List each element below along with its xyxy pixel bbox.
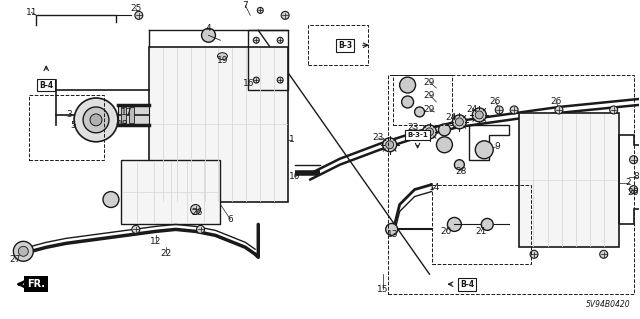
Text: 14: 14: [429, 183, 440, 192]
Text: 29: 29: [424, 106, 435, 115]
Text: 25: 25: [130, 4, 141, 13]
Text: 13: 13: [387, 230, 399, 239]
Circle shape: [83, 107, 109, 133]
Text: 2: 2: [626, 178, 632, 187]
Bar: [519, 113, 619, 247]
Circle shape: [383, 138, 397, 152]
Text: 10: 10: [289, 172, 301, 181]
Circle shape: [399, 77, 415, 93]
Text: 18: 18: [117, 120, 129, 130]
Text: 21: 21: [476, 227, 487, 236]
Bar: [431, 185, 531, 264]
Circle shape: [456, 118, 463, 126]
Text: 17: 17: [121, 108, 132, 117]
Circle shape: [132, 226, 140, 234]
Circle shape: [447, 218, 461, 231]
Text: B-3-1: B-3-1: [407, 132, 428, 138]
Circle shape: [386, 223, 397, 235]
Circle shape: [600, 250, 608, 258]
Circle shape: [454, 160, 465, 170]
Text: 29: 29: [424, 78, 435, 86]
Text: 20: 20: [441, 227, 452, 236]
Bar: [121, 107, 126, 123]
Text: 12: 12: [150, 237, 161, 246]
Circle shape: [253, 77, 259, 83]
Text: 5: 5: [70, 121, 76, 130]
Text: 3: 3: [67, 110, 72, 119]
Text: 27: 27: [10, 255, 21, 264]
Circle shape: [415, 107, 424, 117]
Circle shape: [472, 108, 486, 122]
Text: B-4: B-4: [39, 80, 53, 90]
Text: 29: 29: [424, 91, 435, 100]
Circle shape: [277, 37, 283, 43]
Circle shape: [436, 137, 452, 153]
Text: 23: 23: [372, 133, 383, 142]
Circle shape: [257, 7, 263, 13]
Text: 24: 24: [467, 106, 478, 115]
Circle shape: [135, 11, 143, 19]
Text: 26: 26: [191, 208, 202, 217]
Text: 8: 8: [634, 172, 639, 181]
Bar: [129, 107, 134, 123]
Circle shape: [426, 128, 433, 136]
Circle shape: [510, 106, 518, 114]
Text: 24: 24: [446, 113, 457, 122]
Circle shape: [90, 114, 102, 126]
Circle shape: [476, 141, 493, 159]
Text: 22: 22: [160, 249, 172, 258]
Circle shape: [74, 98, 118, 142]
Circle shape: [202, 28, 216, 42]
Circle shape: [495, 106, 503, 114]
Bar: [148, 47, 288, 202]
Circle shape: [476, 111, 483, 119]
Text: 7: 7: [243, 1, 248, 10]
Bar: [388, 75, 634, 294]
Circle shape: [422, 125, 436, 139]
Text: 19: 19: [217, 56, 228, 65]
Text: FR.: FR.: [28, 279, 45, 289]
Text: 26: 26: [627, 188, 638, 197]
Circle shape: [196, 226, 205, 234]
Circle shape: [530, 250, 538, 258]
Circle shape: [253, 37, 259, 43]
Bar: [393, 75, 452, 125]
Text: 26: 26: [490, 98, 501, 107]
Ellipse shape: [218, 53, 227, 60]
Circle shape: [630, 186, 637, 194]
Bar: [308, 25, 368, 65]
Circle shape: [191, 204, 200, 214]
Circle shape: [103, 192, 119, 207]
Circle shape: [555, 106, 563, 114]
Bar: [118, 105, 148, 125]
Text: B-3: B-3: [338, 41, 352, 50]
Circle shape: [481, 219, 493, 230]
Text: 6: 6: [228, 215, 233, 224]
Text: B-4: B-4: [460, 280, 474, 289]
Circle shape: [19, 246, 28, 256]
Circle shape: [630, 156, 637, 164]
Text: 11: 11: [26, 8, 37, 17]
Circle shape: [277, 77, 283, 83]
Circle shape: [13, 241, 33, 261]
Text: 23: 23: [407, 123, 419, 132]
Text: 4: 4: [205, 24, 211, 33]
Text: 5V94B0420: 5V94B0420: [586, 300, 630, 309]
Text: 15: 15: [377, 285, 388, 293]
Text: 16: 16: [243, 78, 254, 87]
Text: 28: 28: [456, 167, 467, 176]
Text: 1: 1: [289, 135, 295, 144]
Text: 26: 26: [550, 98, 562, 107]
Circle shape: [610, 106, 618, 114]
Circle shape: [438, 124, 451, 136]
Circle shape: [402, 96, 413, 108]
Circle shape: [281, 11, 289, 19]
Bar: [29, 95, 104, 160]
Circle shape: [386, 141, 394, 149]
Text: 9: 9: [494, 142, 500, 151]
Circle shape: [452, 115, 467, 129]
Bar: [121, 160, 220, 225]
